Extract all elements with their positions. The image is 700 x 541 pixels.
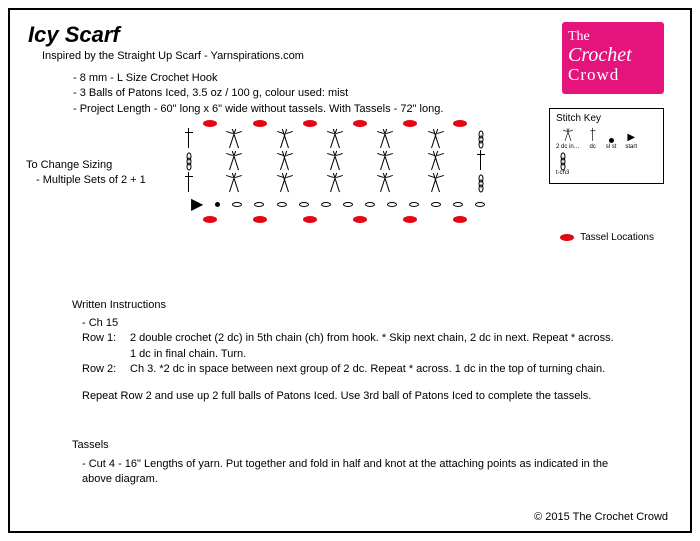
- tassel-dot-icon: [560, 234, 574, 241]
- written-heading: Written Instructions: [72, 298, 664, 313]
- tassel-row-bottom: [185, 214, 485, 224]
- start-arrow-icon: ▶: [191, 194, 203, 214]
- written-instructions: Written Instructions - Ch 15 Row 1: 2 do…: [72, 298, 664, 404]
- logo-line: The: [568, 30, 658, 45]
- foundation-chain: ▶: [185, 194, 485, 214]
- logo-line: Crowd: [568, 66, 658, 84]
- sk-tch3: t-ch3: [556, 154, 569, 176]
- stitch-key-title: Stitch Key: [556, 113, 657, 124]
- stitch-row: [185, 150, 485, 172]
- tassels-section: Tassels - Cut 4 - 16" Lengths of yarn. P…: [72, 438, 610, 488]
- tassels-text: - Cut 4 - 16" Lengths of yarn. Put toget…: [82, 457, 610, 487]
- sizing-title: To Change Sizing: [26, 158, 146, 173]
- written-ch: - Ch 15: [82, 316, 664, 331]
- sk-2dc: 2 dc in…: [556, 127, 580, 150]
- stitch-row: [185, 128, 485, 150]
- tassel-legend-text: Tassel Locations: [580, 232, 654, 243]
- stitch-row: [185, 172, 485, 194]
- written-repeat: Repeat Row 2 and use up 2 full balls of …: [82, 389, 664, 404]
- stitch-key-box: Stitch Key 2 dc in… dc sl st ▶ start t: [549, 108, 664, 184]
- written-row2: Row 2: Ch 3. *2 dc in space between next…: [82, 362, 664, 377]
- crochet-diagram: ▶: [185, 118, 485, 224]
- sk-start: ▶ start: [625, 132, 637, 150]
- stitch-key-row: 2 dc in… dc sl st ▶ start: [556, 127, 657, 150]
- logo-line: Crochet: [568, 45, 658, 66]
- tassel-row-top: [185, 118, 485, 128]
- crochet-crowd-logo: The Crochet Crowd: [562, 22, 664, 94]
- written-row1: Row 1: 2 double crochet (2 dc) in 5th ch…: [82, 331, 664, 361]
- tassel-legend: Tassel Locations: [560, 232, 654, 243]
- pattern-page: Icy Scarf Inspired by the Straight Up Sc…: [8, 8, 692, 533]
- sizing-text: - Multiple Sets of 2 + 1: [36, 173, 146, 188]
- sizing-note: To Change Sizing - Multiple Sets of 2 + …: [26, 158, 146, 188]
- copyright: © 2015 The Crochet Crowd: [534, 511, 668, 523]
- tassels-heading: Tassels: [72, 438, 610, 453]
- sk-dc: dc: [589, 127, 597, 150]
- stitch-key-row: t-ch3: [556, 154, 657, 176]
- sk-slst: sl st: [606, 138, 617, 150]
